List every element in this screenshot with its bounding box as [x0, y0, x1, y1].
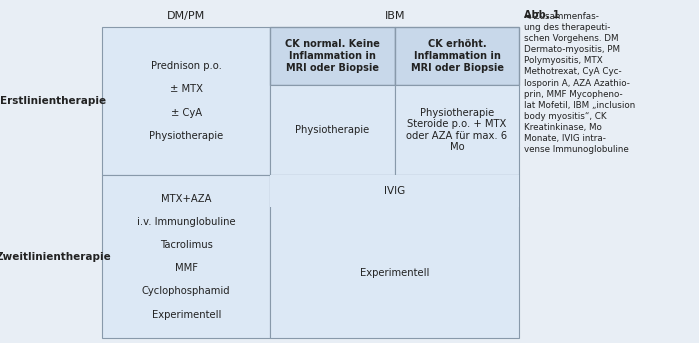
- Bar: [270, 175, 519, 207]
- Text: CK erhöht.
Inflammation in
MRI oder Biopsie: CK erhöht. Inflammation in MRI oder Biop…: [410, 39, 503, 73]
- Bar: [103, 175, 270, 338]
- Bar: [395, 27, 519, 85]
- Text: Abb. 1: Abb. 1: [524, 10, 559, 20]
- Text: DM/PM: DM/PM: [167, 11, 206, 21]
- Text: Erstlinientherapie: Erstlinientherapie: [1, 96, 106, 106]
- Bar: [270, 175, 519, 338]
- Text: MTX+AZA

i.v. Immunglobuline

Tacrolimus

MMF

Cyclophosphamid

Experimentell: MTX+AZA i.v. Immunglobuline Tacrolimus M…: [137, 193, 236, 319]
- Bar: [103, 27, 270, 175]
- Text: IBM: IBM: [384, 11, 405, 21]
- Text: IVIG: IVIG: [384, 186, 405, 196]
- Bar: [103, 5, 519, 338]
- Text: Prednison p.o.

± MTX

± CyA

Physiotherapie: Prednison p.o. ± MTX ± CyA Physiotherapi…: [149, 61, 224, 141]
- Text: Physiotherapie: Physiotherapie: [295, 125, 370, 135]
- Bar: [395, 85, 519, 175]
- Text: Experimentell: Experimentell: [360, 268, 429, 277]
- Text: Physiotherapie
Steroide p.o. + MTX
oder AZA für max. 6
Mo: Physiotherapie Steroide p.o. + MTX oder …: [407, 108, 507, 152]
- Bar: [103, 5, 519, 338]
- Bar: [270, 27, 395, 85]
- Text: Zweitlinientherapie: Zweitlinientherapie: [0, 251, 111, 261]
- Text: CK normal. Keine
Inflammation in
MRI oder Biopsie: CK normal. Keine Inflammation in MRI ode…: [285, 39, 380, 73]
- Bar: [270, 85, 395, 175]
- Text: ◄ Zusammenfas-
ung des therapeuti-
schen Vorgehens. DM
Dermato-myositis, PM
Poly: ◄ Zusammenfas- ung des therapeuti- schen…: [524, 12, 635, 154]
